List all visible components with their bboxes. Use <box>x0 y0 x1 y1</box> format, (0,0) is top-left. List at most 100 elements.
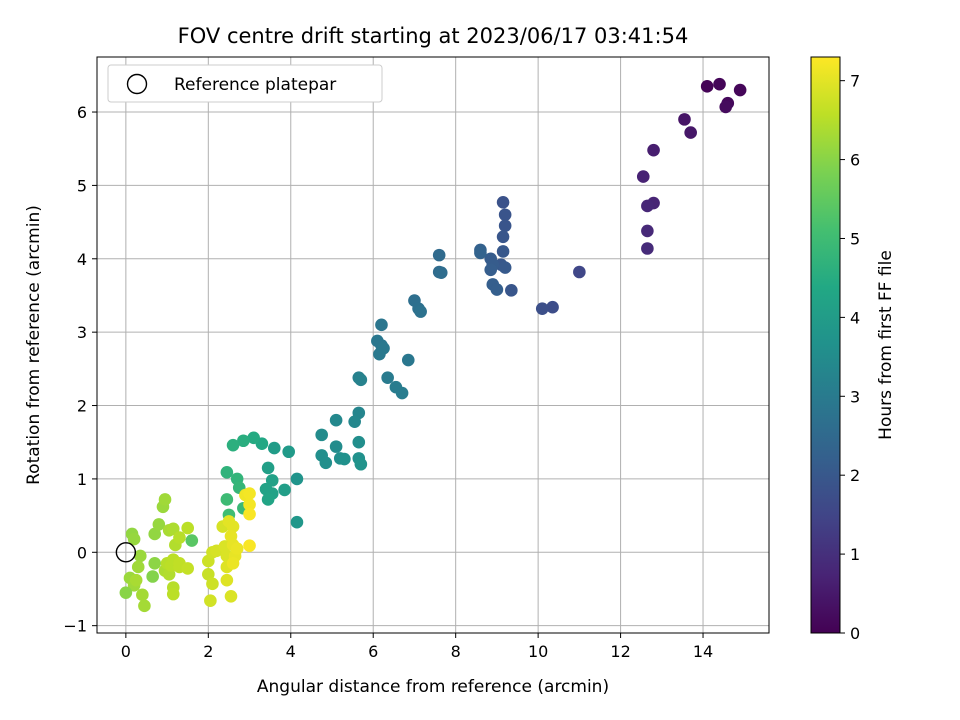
x-tick-label: 4 <box>286 642 296 661</box>
data-point <box>148 557 161 570</box>
data-point <box>484 263 497 276</box>
data-point <box>414 305 427 318</box>
y-axis: −1 0 1 2 3 4 5 6 <box>63 103 97 636</box>
data-point <box>338 453 351 466</box>
data-point <box>641 242 654 255</box>
data-point <box>159 493 172 506</box>
data-point <box>719 101 732 114</box>
plot-area <box>97 57 769 633</box>
data-point <box>536 302 549 315</box>
data-point <box>637 170 650 183</box>
data-point <box>262 493 275 506</box>
colorbar-gradient <box>811 57 840 633</box>
x-tick-label: 0 <box>121 642 131 661</box>
colorbar-ticks: 0 1 2 3 4 5 6 7 <box>840 72 860 643</box>
y-tick-label: 0 <box>77 543 87 562</box>
y-tick-label: 6 <box>77 103 87 122</box>
data-point <box>355 458 368 471</box>
data-point <box>499 208 512 221</box>
data-point <box>146 570 159 583</box>
x-axis: 0 2 4 6 8 10 12 14 <box>121 633 713 661</box>
data-point <box>243 539 256 552</box>
scatter-chart: FOV centre drift starting at 2023/06/17 … <box>0 0 960 720</box>
colorbar-tick-label: 4 <box>850 308 860 327</box>
data-point <box>433 249 446 262</box>
x-tick-label: 14 <box>693 642 713 661</box>
x-axis-label: Angular distance from reference (arcmin) <box>257 677 609 697</box>
data-point <box>573 266 586 279</box>
data-point <box>373 348 386 361</box>
data-point <box>132 561 145 574</box>
data-point <box>181 562 194 575</box>
colorbar-tick-label: 6 <box>850 151 860 170</box>
data-point <box>505 284 518 297</box>
data-point <box>375 319 388 332</box>
data-point <box>497 230 510 243</box>
colorbar: 0 1 2 3 4 5 6 7 Hours from first FF file <box>811 57 896 643</box>
data-points <box>120 78 747 612</box>
data-point <box>641 200 654 213</box>
data-point <box>291 516 304 529</box>
data-point <box>282 445 295 458</box>
data-point <box>231 542 244 555</box>
y-axis-label: Rotation from reference (arcmin) <box>24 205 44 485</box>
x-tick-label: 8 <box>451 642 461 661</box>
data-point <box>647 144 660 157</box>
data-point <box>734 84 747 97</box>
grid <box>97 57 769 633</box>
data-point <box>136 589 149 602</box>
data-point <box>713 78 726 91</box>
legend-label: Reference platepar <box>174 75 336 95</box>
data-point <box>291 473 304 486</box>
data-point <box>497 245 510 258</box>
data-point <box>315 429 328 442</box>
data-point <box>499 261 512 274</box>
y-tick-label: 2 <box>77 397 87 416</box>
data-point <box>243 508 256 521</box>
data-point <box>181 522 194 535</box>
y-tick-label: 3 <box>77 323 87 342</box>
x-tick-label: 2 <box>203 642 213 661</box>
data-point <box>221 574 234 587</box>
data-point <box>130 574 143 587</box>
colorbar-tick-label: 5 <box>850 229 860 248</box>
data-point <box>173 531 186 544</box>
data-point <box>641 225 654 238</box>
data-point <box>227 557 240 570</box>
data-point <box>474 247 487 260</box>
data-point <box>225 590 238 603</box>
colorbar-tick-label: 7 <box>850 72 860 91</box>
colorbar-label: Hours from first FF file <box>876 250 896 440</box>
data-point <box>120 586 133 599</box>
data-point <box>320 456 333 469</box>
data-point <box>684 126 697 139</box>
data-point <box>396 387 409 400</box>
data-point <box>330 414 343 427</box>
data-point <box>402 354 415 367</box>
x-tick-label: 12 <box>610 642 630 661</box>
data-point <box>348 415 361 428</box>
data-point <box>278 484 291 497</box>
x-tick-label: 6 <box>368 642 378 661</box>
plot-frame <box>97 57 769 633</box>
colorbar-tick-label: 0 <box>850 624 860 643</box>
data-point <box>186 534 199 547</box>
data-point <box>701 80 714 93</box>
y-tick-label: 4 <box>77 250 87 269</box>
chart-title: FOV centre drift starting at 2023/06/17 … <box>178 24 689 48</box>
data-point <box>268 442 281 455</box>
y-tick-label: −1 <box>63 617 87 636</box>
data-point <box>138 600 151 613</box>
colorbar-tick-label: 1 <box>850 545 860 564</box>
y-tick-label: 1 <box>77 470 87 489</box>
legend: Reference platepar <box>108 65 382 102</box>
data-point <box>243 487 256 500</box>
colorbar-tick-label: 3 <box>850 387 860 406</box>
data-point <box>678 113 691 126</box>
data-point <box>352 436 365 449</box>
data-point <box>499 219 512 232</box>
data-point <box>204 594 217 607</box>
y-tick-label: 5 <box>77 176 87 195</box>
data-point <box>262 462 275 475</box>
data-point <box>355 374 368 387</box>
